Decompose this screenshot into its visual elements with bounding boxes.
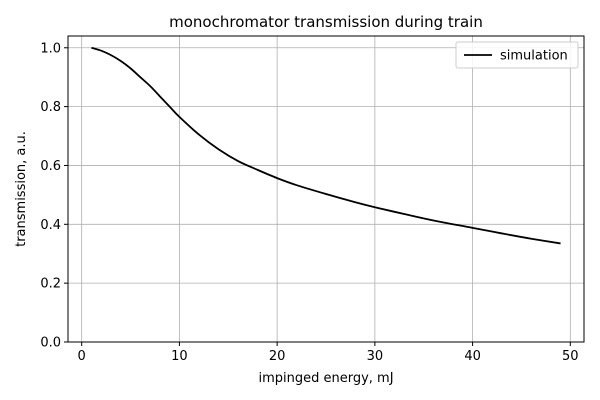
x-axis-label: impinged energy, mJ [258,371,393,386]
y-tick-label: 0.4 [40,218,61,233]
x-tick-label: 30 [367,349,384,364]
y-tick-label: 1.0 [40,41,61,56]
x-tick-label: 20 [269,349,286,364]
y-axis-label: transmission, a.u. [14,131,29,247]
series-layer [91,46,561,245]
y-tick-label: 0.6 [40,159,61,174]
y-tick-label: 0.8 [40,100,61,115]
x-tick-label: 0 [78,349,86,364]
x-tick-label: 40 [464,349,481,364]
ticks: 0 10 20 30 40 50 0.0 0.2 0.4 0.6 0.8 1.0 [40,41,578,364]
y-tick-label: 0.2 [40,277,61,292]
chart-title: monochromator transmission during train [169,13,483,31]
legend: simulation [455,41,579,69]
plot-frame [67,35,585,343]
x-tick-label: 10 [171,349,188,364]
x-tick-label: 50 [562,349,579,364]
legend-label-simulation: simulation [500,49,568,64]
legend-box [455,41,579,69]
y-tick-label: 0.0 [40,336,61,351]
series-line-simulation [91,46,561,245]
